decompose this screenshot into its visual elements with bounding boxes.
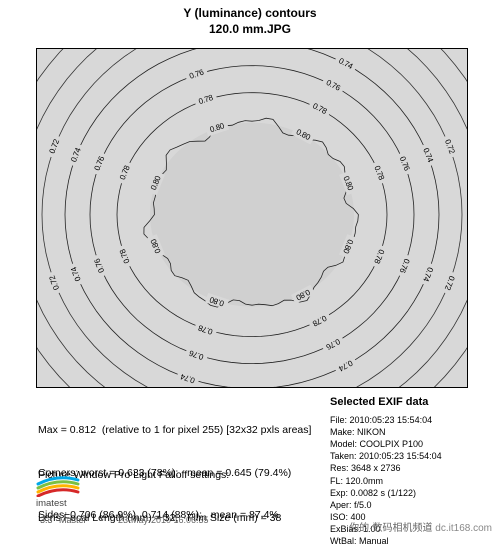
contour-svg: 0.800.800.800.800.800.800.800.800.780.78… xyxy=(37,49,467,387)
version-label: 3.3 Master xyxy=(36,515,87,525)
version-num: 3.3 xyxy=(40,515,53,525)
stats-max: Max = 0.812 (relative to 1 for pixel 255… xyxy=(38,423,311,437)
watermark-cn: 你的·数码相机频道 xyxy=(349,523,432,534)
title-line2: 120.0 mm.JPG xyxy=(0,22,500,38)
exif-taken: Taken: 2010:05:23 15:54:04 xyxy=(330,450,442,462)
exif-file: File: 2010:05:23 15:54:04 xyxy=(330,414,442,426)
exif-aper: Aper: f/5.0 xyxy=(330,499,442,511)
exif-heading: Selected EXIF data xyxy=(330,395,442,410)
exif-model: Model: COOLPIX P100 xyxy=(330,438,442,450)
exif-fl: FL: 120.0mm xyxy=(330,475,442,487)
imatest-logo: imatest xyxy=(36,475,80,509)
render-timestamp: 23-May-2010 16:06:35 xyxy=(118,515,209,525)
logo-swoosh-icon xyxy=(36,475,80,497)
exif-wtbal: WtBal: Manual xyxy=(330,535,442,547)
exif-make: Make: NIKON xyxy=(330,426,442,438)
title-line1: Y (luminance) contours xyxy=(0,6,500,22)
exif-exp: Exp: 0.0082 s (1/122) xyxy=(330,487,442,499)
watermark: 你的·数码相机频道 dc.it168.com xyxy=(349,519,492,534)
watermark-url: dc.it168.com xyxy=(435,523,492,534)
version-master: Master xyxy=(59,515,87,525)
contour-plot: 0.800.800.800.800.800.800.800.800.780.78… xyxy=(36,48,468,388)
chart-title: Y (luminance) contours 120.0 mm.JPG xyxy=(0,0,500,37)
logo-text: imatest xyxy=(36,498,80,509)
exif-res: Res: 3648 x 2736 xyxy=(330,462,442,474)
